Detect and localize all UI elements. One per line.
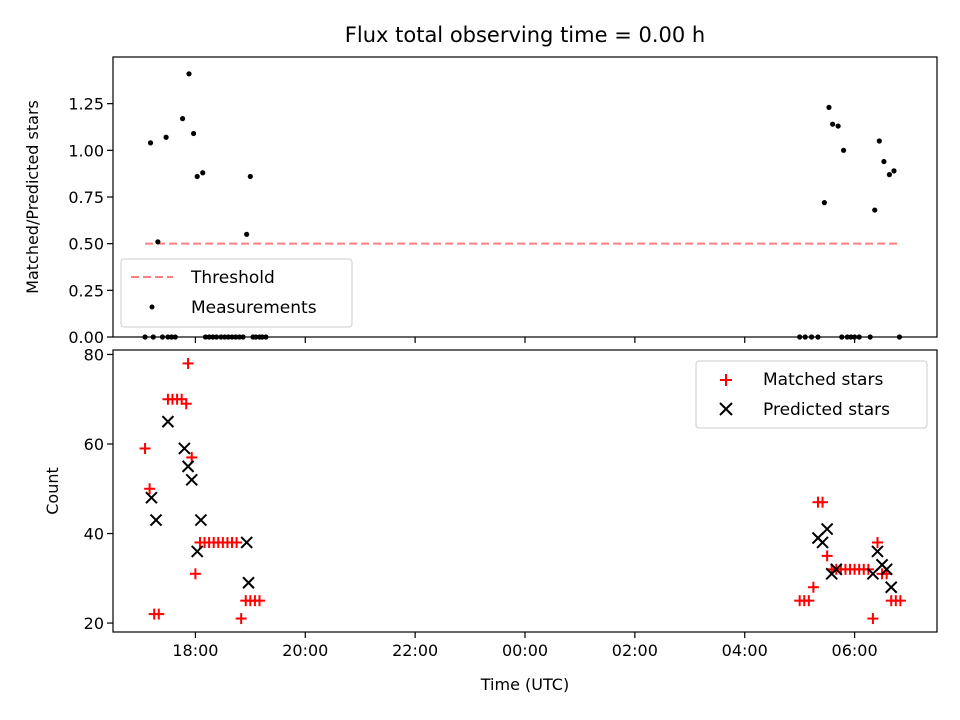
measurement-point	[826, 104, 832, 110]
predicted-star-point	[181, 460, 195, 473]
measurement-point	[179, 116, 186, 122]
x-tick-label: 22:00	[392, 641, 438, 660]
predicted-star-point	[145, 491, 158, 504]
measurement-point	[821, 200, 827, 206]
measurement-point	[186, 71, 192, 77]
matched-star-point	[189, 568, 201, 580]
measurement-point	[876, 138, 882, 144]
top-y-axis-label: Matched/Predicted stars	[23, 100, 42, 294]
x-tick-label: 00:00	[502, 641, 548, 660]
top-y-tick-label: 0.75	[68, 188, 104, 207]
x-tick-label: 04:00	[722, 641, 768, 660]
matched-star-point	[867, 613, 879, 625]
matched-star-point	[807, 581, 819, 593]
predicted-star-point	[820, 522, 834, 536]
top-legend-box	[120, 258, 353, 328]
matched-star-point	[153, 608, 165, 620]
bottom-y-tick-label: 80	[84, 345, 104, 364]
measurement-point	[194, 173, 200, 180]
top-y-ticks: 0.00 0.25 0.50 0.75 1.00 1.25	[68, 95, 113, 347]
predicted-star-point	[242, 576, 255, 589]
measurement-point	[886, 172, 892, 178]
bottom-y-tick-label: 20	[84, 614, 104, 633]
predicted-star-point	[830, 563, 843, 576]
x-tick-label: 02:00	[612, 641, 658, 660]
matched-star-point	[235, 613, 247, 625]
legend-matched-swatch	[720, 374, 732, 386]
matched-star-point	[817, 496, 829, 508]
bottom-legend-box	[695, 360, 928, 429]
predicted-star-point	[885, 581, 898, 594]
measurement-point	[835, 123, 841, 129]
measurement-point	[841, 147, 847, 153]
matched-star-point	[231, 536, 243, 548]
legend-threshold-label: Threshold	[190, 268, 275, 288]
x-tick-label: 06:00	[832, 641, 878, 660]
legend-measurements-swatch	[149, 304, 155, 310]
measurement-point	[891, 168, 897, 174]
matched-star-point	[253, 595, 265, 607]
measurement-point	[872, 207, 878, 213]
measurement-point	[881, 158, 887, 165]
predicted-star-point	[880, 563, 893, 576]
x-axis-label: Time (UTC)	[480, 675, 569, 694]
legend-measurements-label: Measurements	[191, 298, 317, 318]
bottom-y-tick-label: 60	[84, 435, 104, 454]
top-y-tick-label: 1.25	[68, 95, 104, 114]
top-y-tick-label: 1.00	[68, 141, 104, 160]
matched-star-point	[803, 595, 815, 607]
legend-predicted-swatch	[719, 402, 733, 416]
x-tick-label: 18:00	[172, 641, 218, 660]
top-x-ticks	[194, 337, 856, 343]
matched-star-point	[182, 357, 194, 369]
predicted-star-point	[871, 545, 884, 558]
legend-matched-label: Matched stars	[763, 370, 883, 390]
x-tick-label: 20:00	[282, 641, 328, 660]
predicted-star-point	[178, 442, 191, 455]
top-legend: Threshold Measurements	[120, 258, 353, 328]
matched-star-point	[871, 536, 883, 548]
measurement-point	[247, 173, 253, 180]
predicted-star-point	[191, 545, 204, 558]
measurement-point	[244, 231, 250, 237]
predicted-star-point	[194, 513, 208, 527]
measurement-point	[147, 140, 154, 146]
predicted-star-point	[185, 473, 198, 487]
top-panel: 0.00 0.25 0.50 0.75 1.00 1.25 Matched/Predict…	[23, 56, 938, 347]
legend-predicted-label: Predicted stars	[763, 400, 890, 420]
matched-star-point	[821, 550, 833, 562]
top-y-tick-label: 0.50	[68, 235, 104, 254]
bottom-marks	[139, 357, 906, 625]
bottom-y-axis-label: Count	[43, 467, 62, 515]
matched-star-point	[144, 483, 156, 495]
measurement-point	[200, 170, 206, 176]
measurement-point	[190, 130, 197, 137]
predicted-star-point	[161, 415, 175, 428]
measurement-point	[163, 134, 169, 140]
matched-star-point	[180, 398, 192, 410]
bottom-y-tick-label: 40	[84, 525, 104, 544]
top-y-tick-label: 0.00	[68, 328, 104, 347]
top-y-tick-label: 0.25	[68, 281, 104, 300]
predicted-star-point	[816, 536, 829, 549]
matched-star-point	[139, 442, 151, 454]
bottom-legend: Matched stars Predicted stars	[695, 360, 928, 429]
matched-star-point	[186, 451, 198, 463]
bottom-x-ticks: 18:00 20:00 22:00 00:00 02:00 04:00 06:00	[172, 632, 878, 660]
bottom-y-ticks: 20 40 60 80	[84, 345, 113, 633]
measurement-point	[830, 121, 836, 127]
bottom-panel: 20 40 60 80 18:00 20:00 22:00 00:00 02:00 04:00 0…	[43, 345, 938, 694]
measurement-point	[155, 239, 161, 245]
predicted-star-point	[149, 513, 163, 527]
chart-title: Flux total observing time = 0.00 h	[345, 23, 705, 47]
predicted-star-point	[240, 536, 253, 549]
matched-star-point	[894, 595, 906, 607]
